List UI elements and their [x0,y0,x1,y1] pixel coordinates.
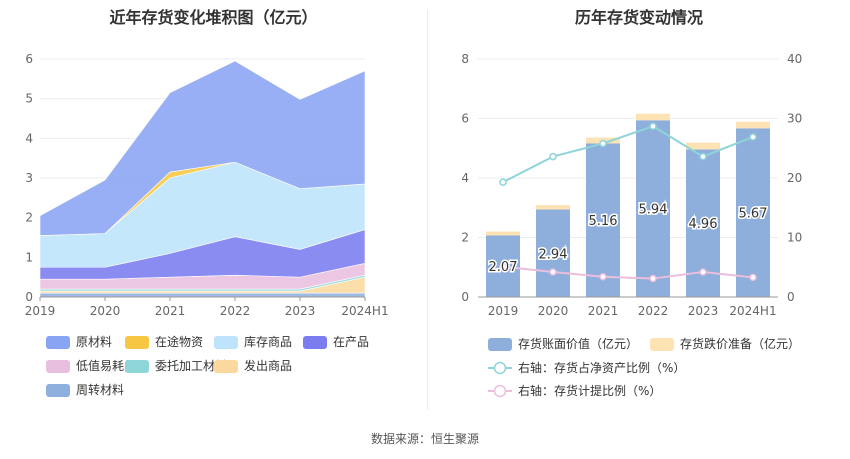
bar-value-label: 5.94 [639,203,668,218]
y-tick-label: 2 [25,211,33,225]
legend-marker [493,384,507,398]
bar-value-label: 2.94 [539,247,568,262]
y2-tick-label: 10 [787,231,802,245]
legend-label[interactable]: 右轴：存货计提比例（%） [518,383,661,398]
y-tick-label: 3 [25,171,33,185]
legend-label[interactable]: 委托加工材料 [155,359,227,373]
y-tick-label: 6 [25,52,33,66]
line-point [649,122,657,130]
legend-marker [493,361,507,375]
legend-label[interactable]: 原材料 [76,335,112,349]
bar-impairment-reserve [736,121,770,129]
line-point [549,268,557,276]
legend-label[interactable]: 存货账面价值（亿元） [518,336,638,351]
line-point [499,178,507,186]
y-tick-label: 6 [461,112,469,126]
x-tick-label: 2023 [688,304,719,318]
legend-swatch [214,336,238,349]
line-point [499,262,507,271]
x-tick-label: 2020 [90,304,121,318]
bar-value-label: 2.07 [489,260,518,275]
bar-book-value [736,128,770,297]
bar-value-label: 4.96 [689,217,718,232]
x-tick-label: 2024H1 [341,304,388,318]
legend-swatch [214,360,238,373]
x-tick-label: 2019 [488,304,519,318]
legend-label[interactable]: 右轴：存货占净资产比例（%） [518,360,685,375]
legend-swatch [46,336,70,349]
legend-swatch [650,338,674,351]
bar-value-label: 5.67 [739,207,768,222]
inventory-change-bar-chart: 2.07 2.94 5.16 5.94 4.96 5.67 0 2 4 6 8 0 10 20 30 40 2… [461,52,802,398]
y-tick-label: 0 [461,290,469,304]
inventory-stack-area-chart: 0 1 2 3 4 5 6 2019 2020 2021 2022 2023 2024H1 原材料 在途物… [25,52,389,397]
line-series [502,125,754,184]
bar-book-value [536,209,570,297]
line-point [699,268,707,276]
line-point [549,152,557,161]
data-source: 数据来源：恒生聚源 [370,432,479,446]
legend-swatch [46,360,70,373]
area-series [39,292,366,298]
bar-book-value [586,143,620,297]
bar-impairment-reserve [686,142,720,150]
bar-impairment-reserve [636,113,670,121]
y-tick-label: 1 [25,250,33,264]
y-tick-label: 8 [461,52,469,66]
x-tick-label: 2022 [220,304,251,318]
line-point [599,273,607,281]
line-point [699,152,707,161]
x-tick-label: 2021 [588,304,619,318]
legend-swatch [125,336,149,349]
y-tick-label: 5 [25,92,33,106]
legend-label[interactable]: 在途物资 [155,334,203,349]
area-series [39,60,366,236]
x-tick-label: 2024H1 [729,304,776,318]
x-tick-label: 2023 [285,304,316,318]
legend-swatch [303,336,327,349]
legend-label[interactable]: 存货跌价准备（亿元） [680,336,800,351]
y-tick-label: 4 [461,171,469,185]
bar-impairment-reserve [486,231,520,236]
legend-swatch [46,384,70,397]
legend-swatch [488,338,512,351]
y2-tick-label: 30 [787,112,802,126]
inventory-chart-title: 历年存货变动情况 [574,8,703,27]
legend-label[interactable]: 发出商品 [244,358,292,373]
x-tick-label: 2021 [155,304,186,318]
bar-value-label: 5.16 [589,214,618,229]
y2-tick-label: 0 [787,290,795,304]
legend-label[interactable]: 低值易耗品 [76,358,136,373]
legend-label[interactable]: 周转材料 [76,382,124,397]
bar-book-value [636,120,670,297]
x-tick-label: 2020 [538,304,569,318]
legend-swatch [125,360,149,373]
legend-label[interactable]: 在产品 [333,335,369,349]
line-series [502,265,754,280]
y-tick-label: 0 [25,290,33,304]
chart-divider [427,10,428,410]
line-point [649,274,657,283]
stack-chart-title: 近年存货变化堆积图（亿元） [109,8,318,27]
line-point [599,139,607,148]
legend-label[interactable]: 库存商品 [244,334,292,349]
line-point [749,273,757,282]
y-tick-label: 4 [25,131,33,145]
y2-tick-label: 40 [787,52,802,66]
x-tick-label: 2022 [638,304,669,318]
bar-impairment-reserve [536,205,570,210]
y2-tick-label: 20 [787,171,802,185]
line-point [749,133,757,141]
x-tick-label: 2019 [25,304,56,318]
y-tick-label: 2 [461,231,469,245]
